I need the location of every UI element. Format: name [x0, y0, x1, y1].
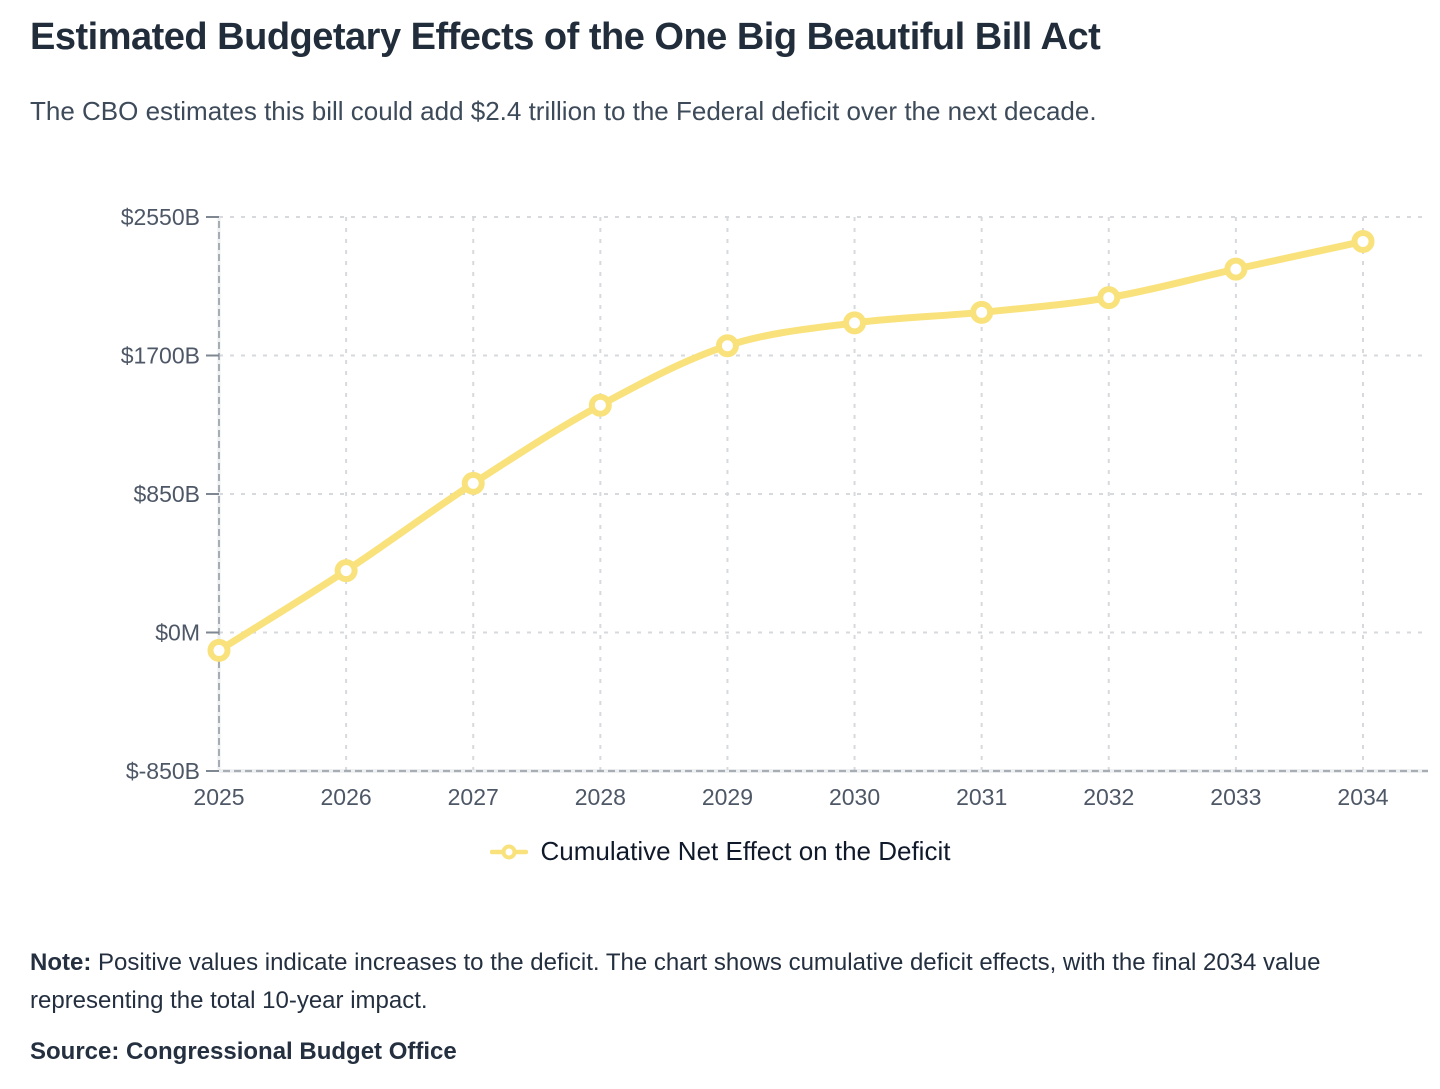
chart-source: Source: Congressional Budget Office — [30, 1038, 457, 1065]
data-point-marker — [1224, 257, 1248, 281]
y-axis-tick-label: $2550B — [121, 204, 200, 230]
note-label: Note: — [30, 949, 92, 976]
data-point-marker — [588, 393, 612, 417]
x-axis-tick-label: 2033 — [1210, 784, 1261, 810]
legend: Cumulative Net Effect on the Deficit — [0, 836, 1440, 867]
x-axis-tick-label: 2032 — [1083, 784, 1134, 810]
y-axis-tick-label: $1700B — [121, 343, 200, 369]
y-axis-tick-label: $0M — [155, 620, 200, 646]
legend-label: Cumulative Net Effect on the Deficit — [540, 836, 951, 866]
data-point-marker — [970, 300, 994, 324]
series-line — [215, 237, 1367, 654]
chart-note: Note: Positive values indicate increases… — [30, 944, 1422, 1020]
data-point-marker — [715, 334, 739, 358]
data-point-marker — [1351, 229, 1375, 253]
chart-subtitle: The CBO estimates this bill could add $2… — [30, 96, 1097, 126]
x-axis-tick-label: 2025 — [193, 784, 244, 810]
x-axis-tick-label: 2026 — [321, 784, 372, 810]
x-axis-tick-label: 2034 — [1337, 784, 1388, 810]
data-point-marker — [334, 559, 358, 583]
data-point-marker — [843, 311, 867, 335]
note-text: Positive values indicate increases to th… — [30, 949, 1321, 1014]
data-point-marker — [461, 471, 485, 495]
x-axis-tick-label: 2029 — [702, 784, 753, 810]
x-axis-tick-label: 2027 — [448, 784, 499, 810]
chart-title: Estimated Budgetary Effects of the One B… — [30, 16, 1101, 58]
x-axis-tick-label: 2030 — [829, 784, 880, 810]
y-axis-tick-label: $-850B — [126, 758, 200, 784]
x-axis-tick-label: 2031 — [956, 784, 1007, 810]
data-point-marker — [1097, 286, 1121, 310]
legend-marker-icon — [489, 844, 528, 859]
data-point-marker — [207, 638, 231, 662]
x-axis-tick-label: 2028 — [575, 784, 626, 810]
y-axis-tick-label: $850B — [133, 481, 200, 507]
